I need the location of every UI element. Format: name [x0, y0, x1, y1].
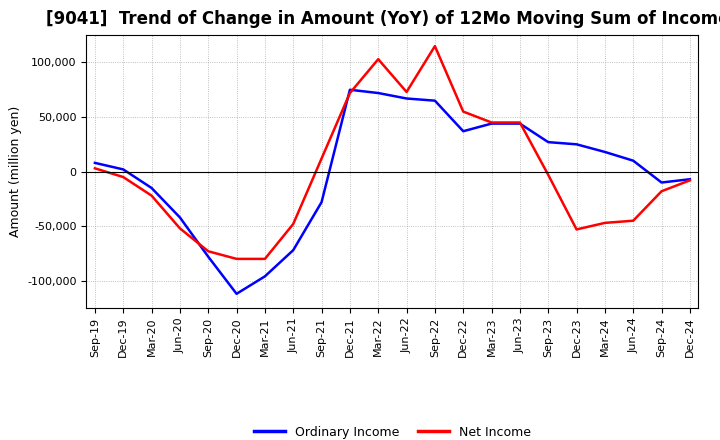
Ordinary Income: [487, 121, 496, 126]
Ordinary Income: [657, 180, 666, 185]
Net Income: [318, 156, 326, 161]
Ordinary Income: [176, 215, 184, 220]
Net Income: [91, 166, 99, 171]
Ordinary Income: [261, 274, 269, 279]
Line: Net Income: Net Income: [95, 46, 690, 259]
Net Income: [402, 89, 411, 95]
Ordinary Income: [119, 167, 127, 172]
Net Income: [261, 256, 269, 261]
Net Income: [176, 226, 184, 231]
Net Income: [431, 44, 439, 49]
Net Income: [119, 174, 127, 180]
Ordinary Income: [204, 254, 212, 259]
Ordinary Income: [544, 139, 552, 145]
Net Income: [629, 218, 637, 224]
Net Income: [374, 57, 382, 62]
Ordinary Income: [402, 96, 411, 101]
Net Income: [148, 193, 156, 198]
Net Income: [600, 220, 609, 226]
Y-axis label: Amount (million yen): Amount (million yen): [9, 106, 22, 237]
Ordinary Income: [516, 121, 524, 126]
Net Income: [289, 221, 297, 227]
Ordinary Income: [600, 149, 609, 154]
Net Income: [459, 109, 467, 114]
Ordinary Income: [233, 291, 241, 297]
Ordinary Income: [91, 160, 99, 165]
Net Income: [685, 178, 694, 183]
Ordinary Income: [572, 142, 581, 147]
Net Income: [204, 249, 212, 254]
Ordinary Income: [685, 176, 694, 182]
Ordinary Income: [148, 185, 156, 191]
Ordinary Income: [459, 128, 467, 134]
Net Income: [657, 189, 666, 194]
Net Income: [544, 172, 552, 177]
Ordinary Income: [431, 98, 439, 103]
Ordinary Income: [289, 248, 297, 253]
Line: Ordinary Income: Ordinary Income: [95, 90, 690, 294]
Ordinary Income: [374, 90, 382, 95]
Title: [9041]  Trend of Change in Amount (YoY) of 12Mo Moving Sum of Incomes: [9041] Trend of Change in Amount (YoY) o…: [45, 10, 720, 28]
Ordinary Income: [629, 158, 637, 163]
Net Income: [516, 120, 524, 125]
Net Income: [346, 90, 354, 95]
Net Income: [572, 227, 581, 232]
Ordinary Income: [318, 199, 326, 205]
Net Income: [233, 256, 241, 261]
Net Income: [487, 120, 496, 125]
Ordinary Income: [346, 87, 354, 92]
Legend: Ordinary Income, Net Income: Ordinary Income, Net Income: [248, 421, 536, 440]
